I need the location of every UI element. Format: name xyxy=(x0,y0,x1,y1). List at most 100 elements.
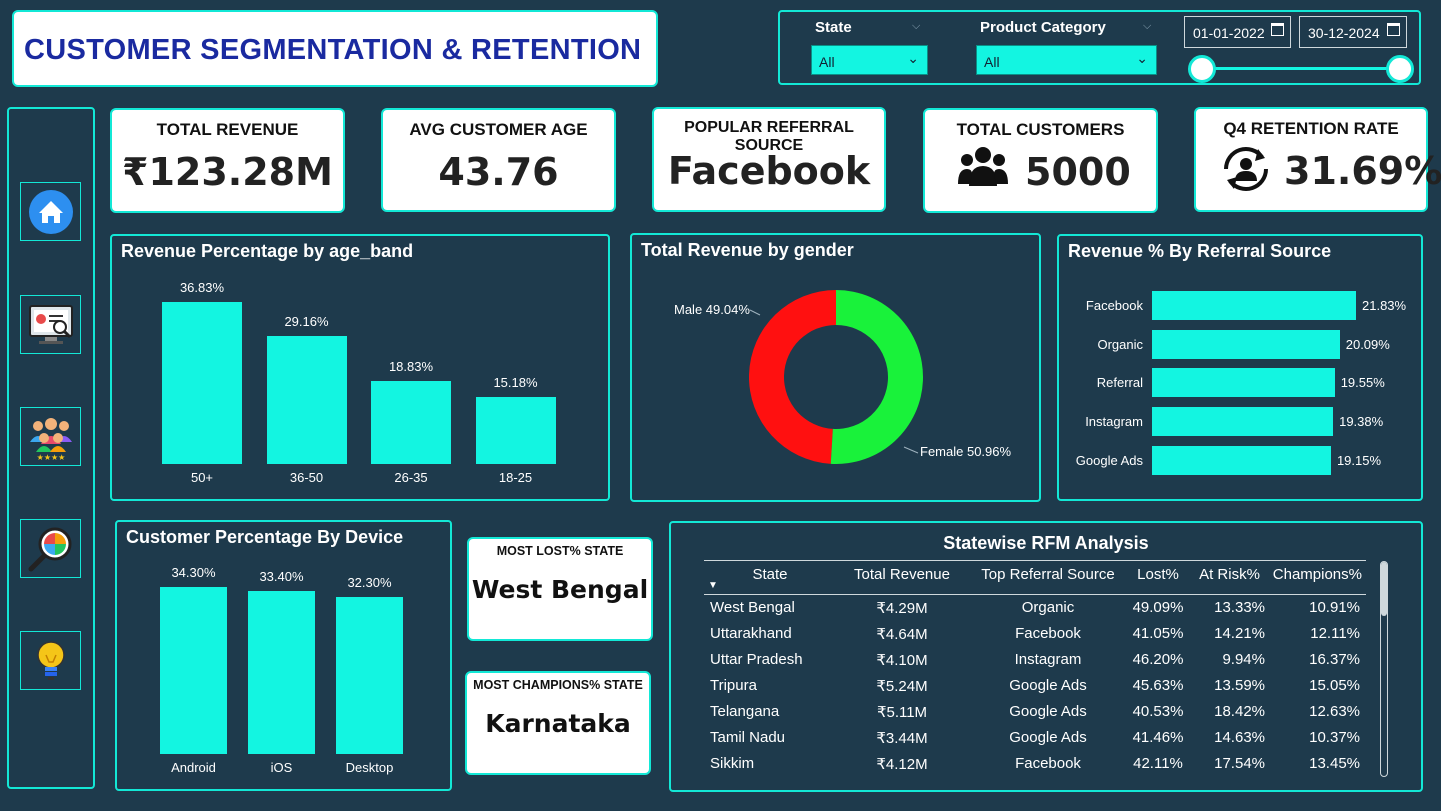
kpi-title: AVG CUSTOMER AGE xyxy=(409,120,588,139)
date-slider-start-handle[interactable] xyxy=(1188,55,1216,83)
nav-insights-button[interactable] xyxy=(20,631,81,690)
chevron-down-icon: ⌄ xyxy=(907,50,919,66)
kpi-value: 5000 xyxy=(1025,150,1131,194)
column-header-state[interactable]: State ▼ xyxy=(704,560,836,595)
nav-customers-button[interactable]: ★★★★ xyxy=(20,407,81,466)
table-cell: 45.63% xyxy=(1132,677,1184,694)
table-cell: ₹4.12M xyxy=(876,755,928,773)
leader-line-male xyxy=(749,309,761,316)
table-row[interactable]: Uttar Pradesh ₹4.10M Instagram 46.20% 9.94% 1… xyxy=(704,647,1366,673)
table-cell: Sikkim xyxy=(710,755,755,772)
chevron-down-icon: ⌄ xyxy=(1136,50,1148,66)
kpi-referral-card: POPULAR REFERRAL SOURCE Facebook xyxy=(652,107,886,212)
chevron-down-icon[interactable]: ⌵ xyxy=(1143,19,1152,32)
column-header-revenue[interactable]: Total Revenue xyxy=(836,560,968,595)
table-row[interactable]: Uttarakhand ₹4.64M Facebook 41.05% 14.21% 12.… xyxy=(704,621,1366,647)
category-label: 36-50 xyxy=(289,470,324,485)
category-label: Desktop xyxy=(345,760,394,775)
data-label: 19.15% xyxy=(1336,452,1382,468)
donut-label-female: Female 50.96% xyxy=(920,444,1012,459)
data-label: 15.18% xyxy=(493,375,538,391)
rfm-table: State ▼ Total Revenue Top Referral Sourc… xyxy=(704,560,1366,777)
sort-desc-icon[interactable]: ▼ xyxy=(708,580,718,591)
table-cell: West Bengal xyxy=(710,599,795,617)
calendar-icon[interactable] xyxy=(1387,23,1400,36)
calendar-icon[interactable] xyxy=(1271,23,1284,36)
category-label: Facebook xyxy=(1085,298,1143,313)
filter-panel: State ⌵ All ⌄ Product Category ⌵ All ⌄ 0… xyxy=(778,10,1421,85)
state-dropdown[interactable]: All ⌄ xyxy=(811,45,928,75)
table-cell: 17.54% xyxy=(1214,755,1265,772)
date-from-input[interactable]: 01-01-2022 xyxy=(1184,16,1291,48)
state-dropdown-value: All xyxy=(819,54,835,70)
table-cell: ₹3.44M xyxy=(876,729,928,747)
svg-text:★★★★: ★★★★ xyxy=(36,453,65,462)
nav-sidebar: ★★★★ xyxy=(7,107,95,789)
kpi-value: 31.69% xyxy=(1284,149,1441,193)
kpi-value: Facebook xyxy=(667,149,871,193)
table-cell: 14.21% xyxy=(1214,625,1265,642)
data-label: 19.55% xyxy=(1340,375,1385,391)
table-row[interactable]: Sikkim ₹4.12M Facebook 42.11% 17.54% 13.45% xyxy=(704,751,1366,777)
kpi-title: TOTAL REVENUE xyxy=(156,120,299,139)
date-slider-track[interactable] xyxy=(1202,67,1400,70)
kpi-value: ₹123.28M xyxy=(122,150,333,194)
table-cell: 13.59% xyxy=(1214,677,1265,694)
table-cell: 13.45% xyxy=(1309,755,1360,772)
date-to-input[interactable]: 30-12-2024 xyxy=(1299,16,1407,48)
column-header-champions[interactable]: Champions% xyxy=(1271,560,1366,595)
table-cell: Tamil Nadu xyxy=(710,729,786,746)
nav-analysis-button[interactable] xyxy=(20,519,81,578)
kpi-value: 43.76 xyxy=(438,150,559,194)
category-label: 50+ xyxy=(190,470,214,485)
table-cell: 42.11% xyxy=(1133,755,1183,772)
table-scrollbar[interactable] xyxy=(1378,559,1390,779)
table-cell: 41.46% xyxy=(1132,729,1184,746)
table-row[interactable]: Tamil Nadu ₹3.44M Google Ads 41.46% 14.63% 10… xyxy=(704,725,1366,751)
table-cell: Google Ads xyxy=(1009,677,1087,694)
table-cell: ₹4.64M xyxy=(876,625,928,643)
category-label: 18-25 xyxy=(498,470,533,485)
table-row[interactable]: Telangana ₹5.11M Google Ads 40.53% 18.42% 12.… xyxy=(704,699,1366,725)
table-cell: 18.42% xyxy=(1214,703,1265,720)
category-dropdown-value: All xyxy=(984,54,1000,70)
data-label: 19.38% xyxy=(1339,414,1384,430)
lightbulb-icon xyxy=(36,640,65,680)
bar xyxy=(1152,291,1356,320)
nav-dashboard-button[interactable] xyxy=(20,295,81,354)
age-band-chart: Revenue Percentage by age_band 36.83% 50+… xyxy=(110,234,610,501)
analysis-magnifier-icon xyxy=(28,527,71,571)
table-cell: ₹5.24M xyxy=(876,677,928,695)
data-label: 34.30% xyxy=(171,565,216,580)
scrollbar-thumb[interactable] xyxy=(1381,562,1387,616)
bar xyxy=(1152,407,1334,437)
table-cell: ₹4.29M xyxy=(876,599,928,617)
column-header-lost[interactable]: Lost% xyxy=(1128,560,1188,595)
table-cell: Organic xyxy=(1021,599,1075,617)
kpi-retention-card: Q4 RETENTION RATE 31.69% xyxy=(1194,107,1441,212)
kpi-customers-card: TOTAL CUSTOMERS 5000 xyxy=(923,108,1158,213)
chevron-down-icon[interactable]: ⌵ xyxy=(912,19,921,32)
gender-donut-chart: Total Revenue by gender Male 49.04% Femal… xyxy=(630,233,1041,502)
table-cell: 9.94% xyxy=(1222,651,1265,668)
card-title: MOST LOST% STATE xyxy=(496,544,624,558)
table-row[interactable]: West Bengal ₹4.29M Organic 49.09% 13.33% 10.9… xyxy=(704,595,1366,621)
data-label: 36.83% xyxy=(179,280,225,295)
date-slider-end-handle[interactable] xyxy=(1386,55,1414,83)
bar xyxy=(162,302,242,464)
category-filter-label: Product Category xyxy=(980,19,1106,36)
table-cell: 16.37% xyxy=(1309,651,1360,668)
bar xyxy=(1152,329,1340,359)
category-dropdown[interactable]: All ⌄ xyxy=(976,45,1157,75)
column-header-referral[interactable]: Top Referral Source xyxy=(968,560,1128,595)
category-label: Google Ads xyxy=(1075,452,1143,468)
kpi-title: POPULAR REFERRAL SOURCE xyxy=(684,119,854,154)
nav-home-button[interactable] xyxy=(20,182,81,241)
card-title: MOST CHAMPIONS% STATE xyxy=(473,678,643,692)
column-header-at-risk[interactable]: At Risk% xyxy=(1188,560,1271,595)
bar xyxy=(336,596,403,754)
users-icon xyxy=(958,147,1008,186)
category-label: iOS xyxy=(270,760,293,775)
table-row[interactable]: Tripura ₹5.24M Google Ads 45.63% 13.59% 15.05… xyxy=(704,673,1366,699)
donut-slice-male xyxy=(748,290,836,464)
